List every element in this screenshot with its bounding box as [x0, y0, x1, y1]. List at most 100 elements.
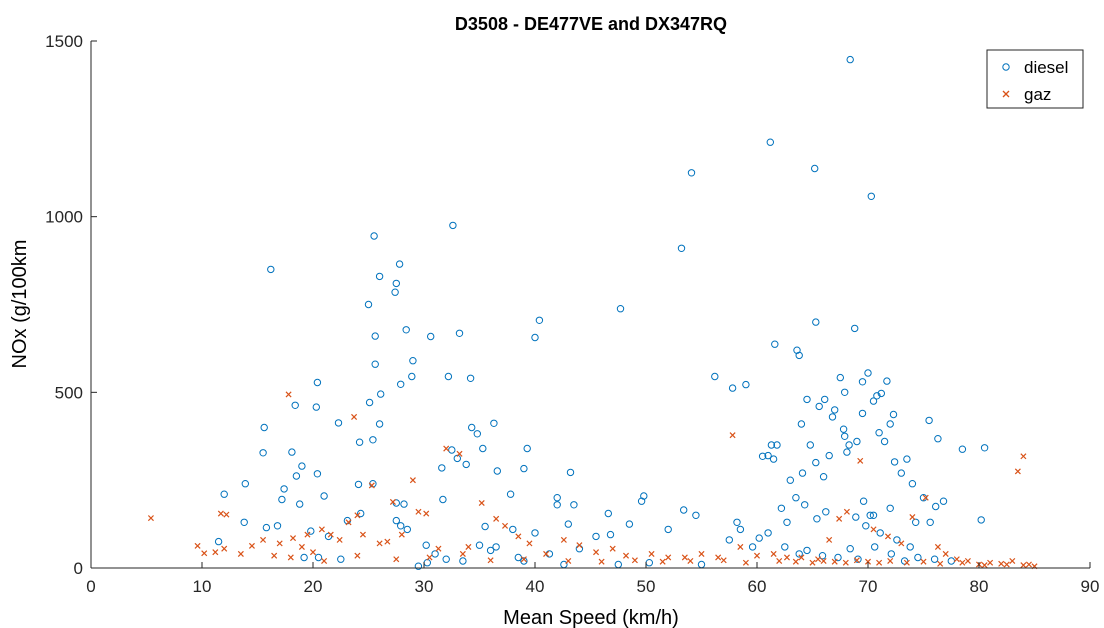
diesel-point — [278, 495, 286, 504]
diesel-point — [803, 546, 811, 555]
diesel-point — [798, 469, 807, 477]
x-axis-label: Mean Speed (km/h) — [503, 607, 679, 628]
diesel-point — [391, 288, 399, 296]
diesel-point — [875, 429, 883, 437]
x-tick-label: 90 — [1081, 577, 1100, 596]
diesel-point — [334, 419, 343, 427]
diesel-point — [692, 511, 700, 519]
diesel-point — [766, 138, 774, 146]
diesel-point — [320, 492, 328, 500]
diesel-point — [733, 518, 741, 526]
gaz-point — [809, 559, 816, 566]
diesel-point — [240, 518, 248, 526]
diesel-point — [313, 470, 322, 478]
gaz-point — [853, 557, 860, 564]
gaz-point — [934, 543, 941, 550]
diesel-point — [402, 326, 410, 334]
diesel-point — [858, 378, 867, 386]
diesel-point — [859, 497, 868, 505]
diesel-point — [767, 441, 776, 449]
gaz-point — [384, 538, 391, 545]
gaz-point — [459, 550, 466, 557]
diesel-point — [553, 494, 561, 502]
diesel-point — [392, 516, 400, 525]
gaz-point — [368, 482, 375, 489]
gaz-point — [842, 559, 849, 566]
diesel-point — [365, 398, 374, 407]
y-tick-label: 0 — [74, 559, 83, 578]
x-tick-label: 20 — [304, 577, 323, 596]
gaz-point — [287, 554, 294, 561]
diesel-point — [822, 508, 830, 516]
gaz-point — [770, 550, 777, 557]
gaz-point — [609, 545, 616, 552]
diesel-point — [871, 543, 879, 551]
gaz-point — [815, 556, 822, 563]
gaz-point — [487, 557, 494, 564]
gaz-point — [423, 510, 430, 517]
gaz-point — [260, 536, 267, 543]
diesel-point — [977, 516, 985, 524]
diesel-point — [764, 529, 772, 537]
diesel-point — [930, 555, 939, 563]
diesel-point — [409, 357, 417, 365]
diesel-point — [980, 444, 989, 452]
gaz-point — [903, 559, 910, 566]
x-tick-label: 40 — [526, 577, 545, 596]
gaz-point — [194, 542, 201, 549]
diesel-point — [520, 557, 528, 565]
diesel-point — [462, 460, 470, 469]
diesel-point — [509, 525, 517, 534]
gaz-point — [1009, 557, 1016, 564]
diesel-point — [449, 221, 457, 230]
x-tick-label: 0 — [86, 577, 95, 596]
gaz-point — [593, 549, 600, 556]
diesel-point — [867, 192, 875, 201]
diesel-point — [355, 438, 364, 446]
gaz-point — [298, 543, 305, 550]
diesel-point — [307, 527, 315, 535]
gaz-point — [248, 542, 255, 549]
diesel-point — [843, 448, 851, 456]
diesel-point — [375, 272, 384, 281]
diesel-point — [473, 430, 481, 438]
gaz-point — [336, 536, 343, 543]
diesel-point — [531, 333, 539, 342]
diesel-point — [958, 445, 967, 453]
gaz-point — [1003, 561, 1010, 568]
gaz-point — [223, 511, 230, 518]
gaz-point — [598, 558, 605, 565]
gaz-point — [826, 536, 833, 543]
diesel-point — [531, 529, 539, 537]
diesel-point — [797, 420, 806, 428]
diesel-point — [825, 451, 833, 460]
y-tick-label: 1500 — [45, 32, 83, 51]
gaz-point — [576, 542, 583, 549]
diesel-point — [862, 522, 870, 530]
gaz-point — [520, 556, 527, 563]
diesel-point — [273, 522, 282, 530]
gaz-point — [354, 552, 361, 559]
diesel-point — [914, 553, 922, 562]
diesel-point — [836, 373, 844, 382]
x-tick-label: 70 — [859, 577, 878, 596]
gaz-point — [515, 533, 522, 540]
diesel-point — [725, 536, 733, 544]
gaz-point — [742, 559, 749, 566]
diesel-point — [876, 529, 884, 537]
diesel-point — [769, 455, 778, 463]
gaz-point — [698, 550, 705, 557]
diesel-point — [444, 372, 453, 381]
gaz-point — [309, 549, 317, 556]
diesel-point — [831, 406, 839, 414]
diesel-point — [312, 403, 320, 411]
gaz-point — [271, 552, 278, 559]
diesel-point — [781, 543, 789, 551]
diesel-point — [932, 502, 940, 511]
diesel-point — [839, 425, 848, 433]
gaz-point — [715, 554, 722, 561]
gaz-point — [729, 432, 736, 439]
diesel-point — [873, 392, 881, 400]
gaz-point — [351, 413, 358, 420]
